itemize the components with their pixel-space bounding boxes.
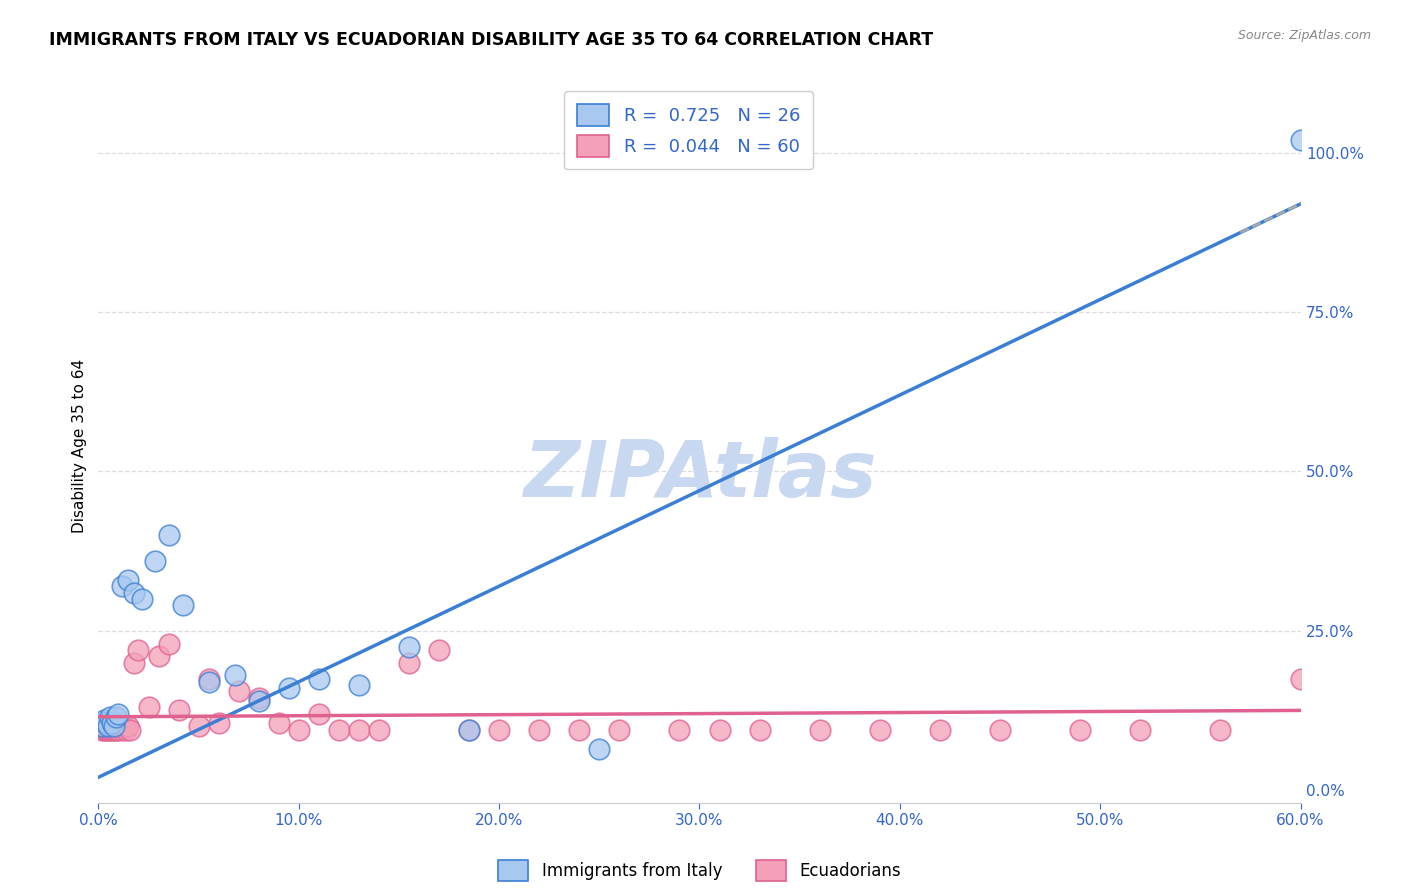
Point xyxy=(458,723,481,737)
Point xyxy=(97,719,120,733)
Point xyxy=(869,723,891,737)
Point xyxy=(114,719,136,733)
Point xyxy=(148,649,170,664)
Point xyxy=(101,723,124,737)
Point xyxy=(100,723,122,737)
Point xyxy=(458,723,481,737)
Point xyxy=(347,678,370,692)
Point xyxy=(288,723,311,737)
Point xyxy=(808,723,831,737)
Point xyxy=(96,723,118,737)
Point xyxy=(91,716,114,731)
Point xyxy=(105,710,128,724)
Point xyxy=(488,723,510,737)
Point xyxy=(93,723,115,737)
Point xyxy=(308,672,330,686)
Point xyxy=(368,723,391,737)
Y-axis label: Disability Age 35 to 64: Disability Age 35 to 64 xyxy=(72,359,87,533)
Point xyxy=(107,719,129,733)
Point xyxy=(568,723,591,737)
Point xyxy=(157,528,180,542)
Point xyxy=(111,723,134,737)
Point xyxy=(101,716,124,731)
Point xyxy=(228,684,250,698)
Point xyxy=(247,690,270,705)
Point xyxy=(208,716,231,731)
Point xyxy=(668,723,690,737)
Point xyxy=(91,719,114,733)
Point xyxy=(96,716,118,731)
Point xyxy=(1209,723,1232,737)
Point xyxy=(131,591,153,606)
Point xyxy=(347,723,370,737)
Point xyxy=(172,599,194,613)
Point xyxy=(89,719,111,733)
Point xyxy=(588,741,610,756)
Point xyxy=(1129,723,1152,737)
Point xyxy=(107,706,129,721)
Point xyxy=(124,656,146,670)
Point xyxy=(277,681,299,695)
Point xyxy=(398,640,420,654)
Point xyxy=(267,716,290,731)
Point xyxy=(247,694,270,708)
Text: IMMIGRANTS FROM ITALY VS ECUADORIAN DISABILITY AGE 35 TO 64 CORRELATION CHART: IMMIGRANTS FROM ITALY VS ECUADORIAN DISA… xyxy=(49,31,934,49)
Point xyxy=(197,674,219,689)
Point xyxy=(100,719,122,733)
Point xyxy=(105,719,128,733)
Text: Source: ZipAtlas.com: Source: ZipAtlas.com xyxy=(1237,29,1371,42)
Point xyxy=(93,719,115,733)
Point xyxy=(143,554,166,568)
Point xyxy=(124,585,146,599)
Point xyxy=(609,723,631,737)
Point xyxy=(128,643,150,657)
Point xyxy=(105,723,128,737)
Point xyxy=(100,710,122,724)
Point xyxy=(1289,672,1312,686)
Point xyxy=(197,672,219,686)
Point xyxy=(93,713,115,727)
Point xyxy=(398,656,420,670)
Point xyxy=(1069,723,1091,737)
Point xyxy=(97,719,120,733)
Point xyxy=(167,703,190,717)
Point xyxy=(224,668,246,682)
Point xyxy=(110,719,132,733)
Point xyxy=(988,723,1011,737)
Point xyxy=(748,723,770,737)
Point xyxy=(107,723,129,737)
Point xyxy=(529,723,551,737)
Point xyxy=(115,723,138,737)
Point xyxy=(138,700,160,714)
Point xyxy=(187,719,209,733)
Point xyxy=(97,723,120,737)
Point xyxy=(1289,133,1312,147)
Point xyxy=(117,573,139,587)
Point xyxy=(103,723,125,737)
Point xyxy=(117,719,139,733)
Point xyxy=(709,723,731,737)
Point xyxy=(427,643,450,657)
Point xyxy=(308,706,330,721)
Point xyxy=(103,716,125,731)
Point xyxy=(103,719,125,733)
Text: ZIPAtlas: ZIPAtlas xyxy=(523,436,876,513)
Point xyxy=(120,723,142,737)
Point xyxy=(96,716,118,731)
Point xyxy=(91,723,114,737)
Legend: Immigrants from Italy, Ecuadorians: Immigrants from Italy, Ecuadorians xyxy=(492,854,907,888)
Point xyxy=(929,723,952,737)
Point xyxy=(157,636,180,650)
Point xyxy=(101,719,124,733)
Point xyxy=(328,723,350,737)
Point xyxy=(111,579,134,593)
